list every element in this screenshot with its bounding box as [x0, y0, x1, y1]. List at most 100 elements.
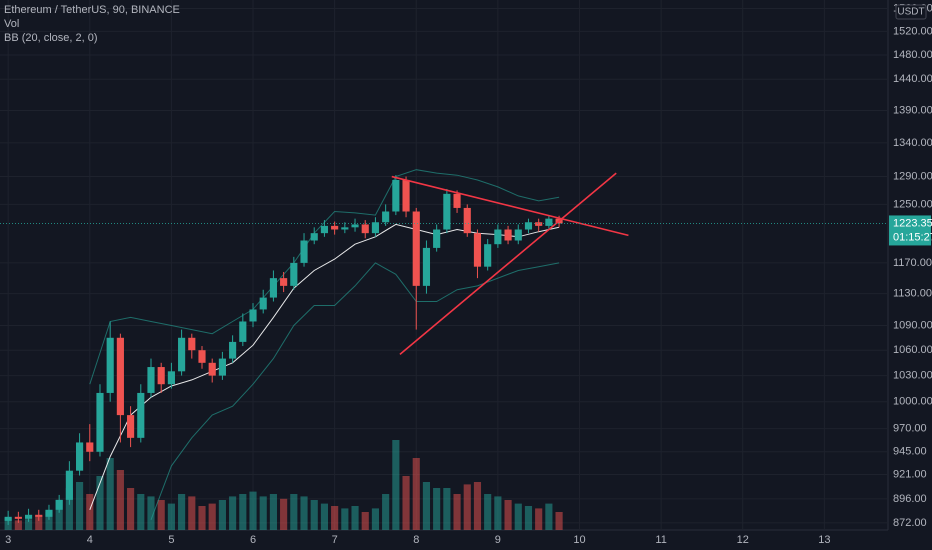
y-tick-label: 1520.00 — [893, 25, 932, 37]
candle-body — [545, 218, 553, 226]
y-tick-label: 1030.00 — [893, 370, 932, 382]
x-tick-label: 3 — [5, 534, 11, 546]
candle-body — [320, 225, 329, 234]
candle-body — [453, 193, 461, 208]
candle-body — [45, 509, 53, 517]
x-tick-label: 4 — [87, 534, 93, 546]
volume-bar — [14, 520, 22, 530]
candle-body — [392, 179, 400, 212]
volume-bar — [433, 488, 441, 530]
indicator-label: BB (20, close, 2, 0) — [4, 32, 98, 44]
volume-bar — [65, 488, 73, 530]
volume-pane — [4, 440, 563, 530]
y-tick-label: 1390.00 — [893, 104, 932, 116]
candle-body — [463, 207, 471, 234]
volume-bar — [402, 476, 410, 530]
candle-body — [494, 229, 502, 245]
candle-body — [178, 337, 186, 372]
y-tick-label: 896.00 — [893, 493, 927, 505]
candle-body — [300, 240, 308, 263]
x-tick-label: 12 — [737, 534, 749, 546]
volume-bar — [422, 482, 431, 530]
candle-body — [351, 224, 359, 228]
volume-bar — [167, 503, 175, 530]
candle-body — [402, 179, 410, 212]
drawings — [0, 172, 888, 356]
candle-body — [116, 337, 124, 416]
volume-bar — [218, 500, 226, 530]
volume-bar — [514, 503, 522, 530]
volume-bar — [392, 440, 400, 530]
volume-bar — [157, 500, 165, 530]
candle-body — [361, 224, 369, 234]
candle-body — [382, 211, 390, 223]
volume-bar — [249, 491, 257, 530]
volume-bar — [35, 515, 43, 530]
bb-lower — [150, 262, 560, 520]
countdown-label: 01:15:27 — [893, 231, 932, 243]
candle-body — [65, 470, 73, 500]
volume-bar — [320, 503, 329, 530]
x-tick-label: 6 — [250, 534, 256, 546]
volume-bar — [259, 496, 267, 530]
candle-body — [24, 514, 33, 519]
volume-bar — [494, 496, 502, 530]
candle-body — [127, 415, 135, 438]
candle-body — [341, 227, 349, 230]
candle-body — [249, 309, 257, 322]
y-tick-label: 970.00 — [893, 423, 927, 435]
candle-body — [76, 442, 84, 471]
volume-bar — [45, 512, 53, 530]
volume-bar — [290, 494, 298, 530]
volume-bar — [208, 503, 216, 530]
candle-body — [96, 392, 104, 452]
volume-bar — [443, 488, 451, 530]
candle-body — [147, 367, 155, 393]
x-tick-label: 13 — [818, 534, 830, 546]
volume-bar — [280, 498, 288, 530]
x-tick-label: 7 — [332, 534, 338, 546]
candle-body — [86, 442, 94, 452]
chart-title: Ethereum / TetherUS, 90, BINANCE — [4, 4, 180, 16]
x-tick-label: 5 — [168, 534, 174, 546]
candle-body — [422, 247, 431, 286]
volume-bar — [453, 494, 461, 530]
currency-badge[interactable] — [895, 4, 927, 20]
volume-bar — [382, 494, 390, 530]
volume-bar — [310, 500, 318, 530]
candle-body — [473, 233, 482, 267]
x-tick-label: 9 — [495, 534, 501, 546]
trendline — [399, 172, 617, 356]
candle-body — [524, 222, 533, 230]
volume-bar — [545, 503, 553, 530]
candle-body — [331, 225, 339, 230]
candle-body — [259, 297, 267, 310]
candle-body — [208, 362, 216, 376]
y-tick-label: 1290.00 — [893, 170, 932, 182]
volume-bar — [504, 500, 512, 530]
volume-bar — [178, 494, 186, 530]
y-tick-label: 1440.00 — [893, 73, 932, 85]
volume-bar — [106, 458, 114, 530]
y-tick-label: 1480.00 — [893, 49, 932, 61]
currency-label[interactable]: USDT — [897, 7, 924, 18]
volume-bar — [463, 484, 471, 530]
candle-body — [218, 358, 226, 376]
candle-body — [229, 341, 237, 359]
y-tick-label: 1130.00 — [893, 288, 932, 300]
y-tick-label: 1000.00 — [893, 396, 932, 408]
candle-body — [55, 499, 63, 510]
candle-body — [157, 367, 165, 385]
candles — [4, 175, 563, 525]
volume-bar — [484, 494, 492, 530]
candle-body — [14, 516, 22, 519]
y-tick-label: 921.00 — [893, 468, 927, 480]
candle-body — [4, 516, 12, 521]
volume-bar — [76, 482, 84, 530]
volume-bar — [86, 494, 94, 530]
trendline — [391, 175, 629, 237]
candle-body — [310, 233, 318, 241]
candle-body — [35, 514, 43, 517]
volume-bar — [555, 512, 563, 530]
